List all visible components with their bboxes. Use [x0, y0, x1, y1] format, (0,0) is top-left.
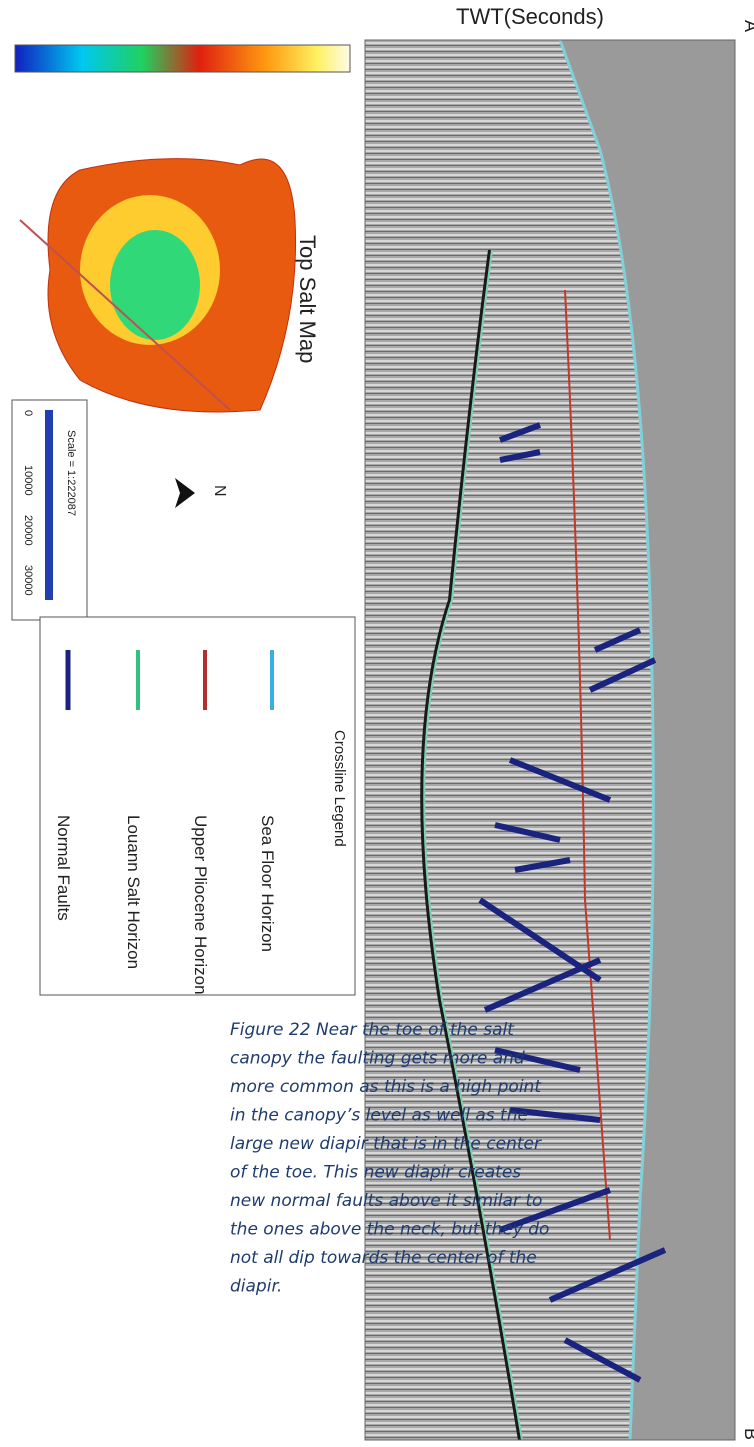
caption-line: Figure 22 Near the toe of the salt [230, 1020, 515, 1040]
caption-line: more common as this is a high point [230, 1077, 542, 1097]
scale-label: Scale = 1:222087 [65, 430, 77, 516]
scale-tick: 20000 [22, 515, 34, 546]
legend-label: Normal Faults [54, 815, 73, 921]
caption-line: in the canopy’s level as well as the [230, 1106, 528, 1126]
map-title: Top Salt Map [295, 235, 320, 363]
legend-label: Louann Salt Horizon [124, 815, 143, 969]
page: TWT(Seconds) A B Top Salt Map N Scale = … [0, 0, 754, 1447]
legend-label: Upper Pliocene Horizon [191, 815, 210, 995]
scale-tick: 10000 [22, 465, 34, 496]
legend-label: Sea Floor Horizon [258, 815, 277, 952]
legend-title: Crossline Legend [331, 730, 348, 847]
axis-title: TWT(Seconds) [456, 4, 604, 29]
scale-tick: 0 [22, 410, 34, 416]
point-label: B [741, 1428, 754, 1440]
north-label: N [211, 485, 228, 497]
caption-line: large new diapir that is in the center [230, 1134, 542, 1154]
scale-tick: 30000 [22, 565, 34, 596]
scale-bar [45, 410, 53, 600]
caption-line: not all dip towards the center of the [230, 1248, 537, 1268]
caption-line: new normal faults above it similar to [230, 1191, 542, 1211]
caption-line: of the toe. This new diapir creates [230, 1163, 521, 1183]
north-arrow [175, 478, 195, 508]
caption-line: diapir. [230, 1277, 282, 1297]
caption-line: canopy the faulting gets more and [230, 1049, 525, 1069]
color-bar [15, 45, 350, 72]
caption-line: the ones above the neck, but they do [230, 1220, 549, 1240]
map-region [110, 230, 200, 340]
point-label: A [741, 20, 754, 32]
